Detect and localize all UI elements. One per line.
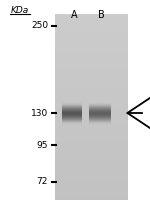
Text: 95: 95 (36, 140, 48, 150)
Text: 72: 72 (37, 177, 48, 187)
Text: 130: 130 (31, 109, 48, 118)
Text: A: A (71, 10, 77, 20)
Text: B: B (98, 10, 104, 20)
Text: 250: 250 (31, 21, 48, 31)
Text: KDa: KDa (11, 6, 29, 15)
